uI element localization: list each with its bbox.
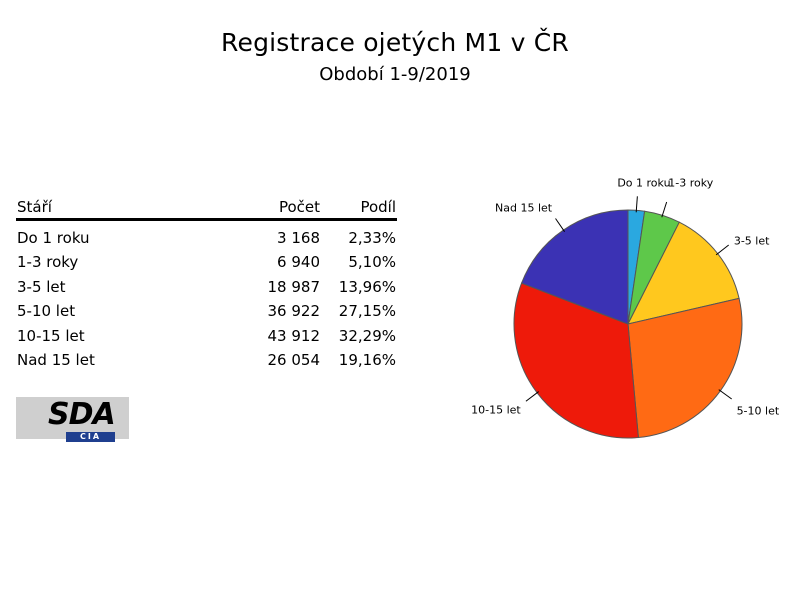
row-label: 5-10 let — [17, 302, 76, 321]
header-age: Stáří — [17, 198, 52, 216]
header-rule — [16, 218, 397, 221]
row-count: 18 987 — [267, 277, 321, 296]
row-count: 6 940 — [277, 253, 320, 272]
registrations-table: Stáří Počet Podíl Do 1 roku 3 168 2,33% … — [16, 196, 397, 372]
pie-label-do-1-roku: Do 1 roku — [617, 176, 670, 189]
table-row: 3-5 let 18 987 13,96% — [16, 275, 397, 299]
table-row: 10-15 let 43 912 32,29% — [16, 324, 397, 348]
table-row: Do 1 roku 3 168 2,33% — [16, 226, 397, 250]
logo-wordmark: SDA — [48, 397, 116, 432]
pie-leader-1-3-roky — [661, 201, 668, 218]
row-count: 26 054 — [267, 350, 321, 369]
row-count: 43 912 — [267, 326, 321, 345]
row-label: 1-3 roky — [17, 253, 79, 272]
pie-label-1-3-roky: 1-3 roky — [668, 177, 713, 190]
pie-leader-10-15-let — [525, 391, 539, 402]
table-row: 1-3 roky 6 940 5,10% — [16, 250, 397, 274]
pie-label-nad-15-let: Nad 15 let — [495, 202, 553, 215]
pie-label-5-10-let: 5-10 let — [737, 405, 780, 418]
row-label: 10-15 let — [17, 326, 85, 345]
page-subtitle: Období 1-9/2019 — [319, 64, 471, 85]
table-row: Nad 15 let 26 054 19,16% — [16, 348, 397, 372]
logo-subtext: CIA — [66, 432, 115, 442]
header-share: Podíl — [360, 198, 396, 216]
pie-label-10-15-let: 10-15 let — [471, 404, 521, 417]
row-count: 3 168 — [277, 229, 320, 247]
row-share: 5,10% — [348, 253, 396, 272]
table-row: 5-10 let 36 922 27,15% — [16, 299, 397, 323]
header-count: Počet — [278, 198, 320, 216]
pie-leader-5-10-let — [718, 389, 732, 400]
pie-leader-3-5-let — [715, 244, 730, 256]
row-share: 2,33% — [348, 229, 396, 247]
row-share: 13,96% — [338, 277, 396, 296]
row-share: 19,16% — [338, 350, 396, 369]
table-header-row: Stáří Počet Podíl — [16, 196, 397, 218]
pie-label-3-5-let: 3-5 let — [734, 235, 770, 248]
page-title: Registrace ojetých M1 v ČR — [221, 28, 569, 57]
pie-leader-nad-15-let — [555, 218, 565, 232]
row-label: Do 1 roku — [17, 229, 90, 247]
row-label: 3-5 let — [17, 277, 66, 296]
row-count: 36 922 — [267, 302, 321, 321]
row-share: 32,29% — [338, 326, 396, 345]
row-share: 27,15% — [338, 302, 396, 321]
row-label: Nad 15 let — [17, 350, 95, 369]
pie-leader-do-1-roku — [635, 196, 638, 213]
sda-logo: SDA CIA — [16, 397, 129, 442]
